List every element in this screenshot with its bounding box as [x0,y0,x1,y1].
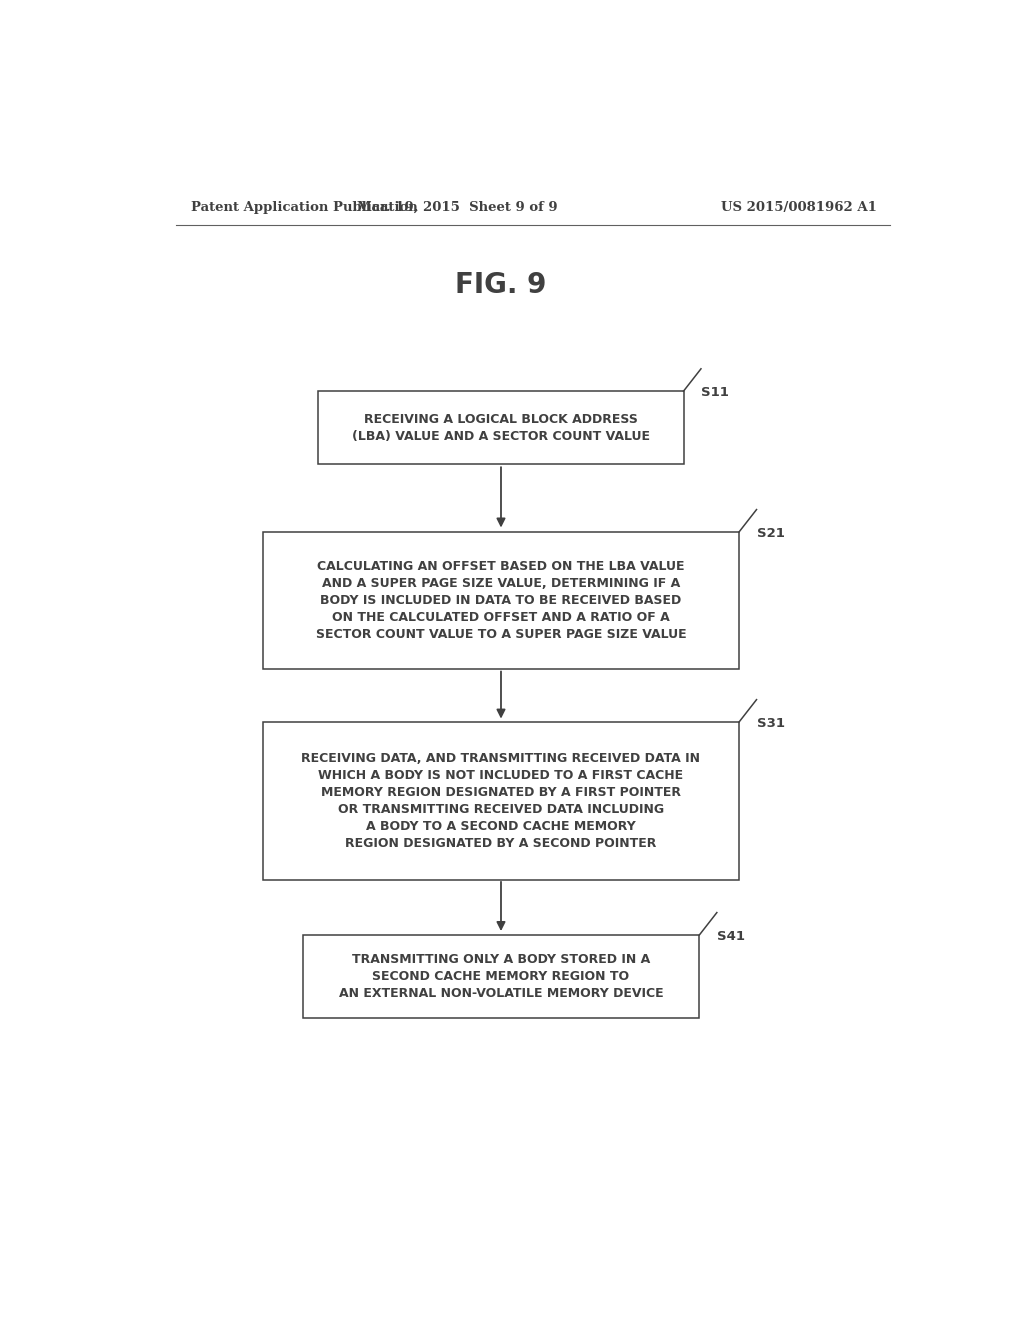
Text: S21: S21 [757,527,784,540]
Text: S41: S41 [717,929,744,942]
Text: S31: S31 [757,717,784,730]
Bar [318,391,684,465]
Bar [303,935,699,1018]
Text: RECEIVING DATA, AND TRANSMITTING RECEIVED DATA IN
WHICH A BODY IS NOT INCLUDED T: RECEIVING DATA, AND TRANSMITTING RECEIVE… [301,752,700,850]
Text: US 2015/0081962 A1: US 2015/0081962 A1 [721,201,877,214]
Text: TRANSMITTING ONLY A BODY STORED IN A
SECOND CACHE MEMORY REGION TO
AN EXTERNAL N: TRANSMITTING ONLY A BODY STORED IN A SEC… [339,953,664,1001]
Bar [263,722,739,879]
Text: CALCULATING AN OFFSET BASED ON THE LBA VALUE
AND A SUPER PAGE SIZE VALUE, DETERM: CALCULATING AN OFFSET BASED ON THE LBA V… [315,560,686,642]
Text: FIG. 9: FIG. 9 [456,272,547,300]
Text: S11: S11 [701,385,729,399]
Bar [263,532,739,669]
Text: Patent Application Publication: Patent Application Publication [191,201,418,214]
Text: RECEIVING A LOGICAL BLOCK ADDRESS
(LBA) VALUE AND A SECTOR COUNT VALUE: RECEIVING A LOGICAL BLOCK ADDRESS (LBA) … [352,413,650,442]
Text: Mar. 19, 2015  Sheet 9 of 9: Mar. 19, 2015 Sheet 9 of 9 [357,201,558,214]
